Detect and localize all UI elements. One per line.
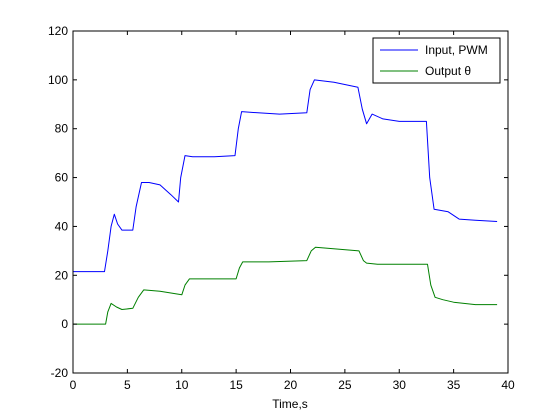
- y-tick-label: 0: [61, 317, 68, 331]
- x-tick-label: 0: [70, 378, 77, 392]
- series-line-0: [73, 79, 498, 273]
- y-axis-ticks: -20 0 20 40 60 80 100 120: [48, 24, 508, 380]
- x-axis-label: Time,s: [272, 397, 308, 411]
- plot-area: [73, 31, 508, 373]
- y-tick-label: 100: [48, 73, 68, 87]
- x-tick-label: 25: [338, 378, 352, 392]
- series-layer: [73, 79, 498, 325]
- legend: Input, PWM Output θ: [372, 37, 501, 84]
- x-axis-ticks: 0 5 10 15 20 25 30 35 40: [70, 31, 515, 392]
- x-tick-label: 5: [124, 378, 131, 392]
- x-tick-label: 20: [284, 378, 298, 392]
- x-tick-label: 40: [501, 378, 515, 392]
- y-tick-label: 60: [55, 171, 69, 185]
- series-line-1: [73, 246, 498, 325]
- x-tick-label: 10: [175, 378, 189, 392]
- x-tick-label: 35: [447, 378, 461, 392]
- legend-label-0: Input, PWM: [425, 43, 488, 57]
- y-tick-label: 40: [55, 219, 69, 233]
- x-tick-label: 30: [393, 378, 407, 392]
- legend-box: [372, 37, 501, 84]
- y-tick-label: 20: [55, 268, 69, 282]
- y-tick-label: 80: [55, 122, 69, 136]
- legend-label-1: Output θ: [425, 64, 471, 78]
- y-tick-label: 120: [48, 24, 68, 38]
- x-tick-label: 15: [229, 378, 243, 392]
- y-tick-label: -20: [51, 366, 69, 380]
